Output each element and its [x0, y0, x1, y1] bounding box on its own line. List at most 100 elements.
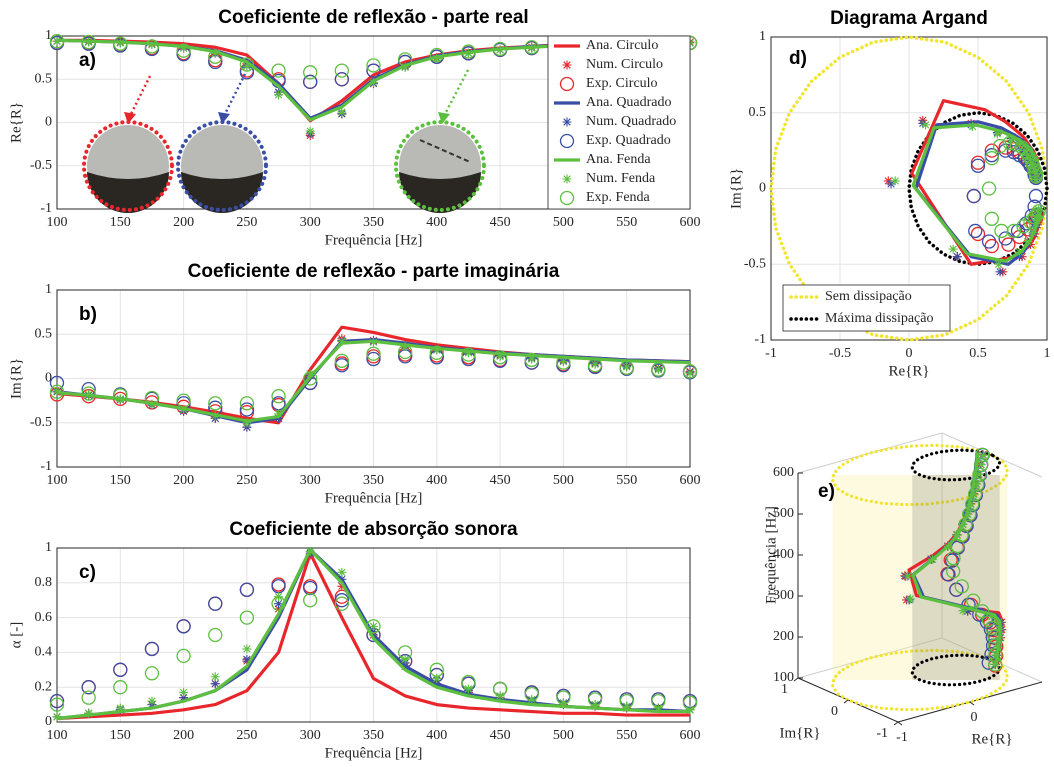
circle-marker: [964, 497, 980, 512]
circle-marker: [1028, 166, 1044, 181]
circle-marker: [366, 619, 381, 634]
reference-circle: [907, 110, 1049, 267]
legend-label: Num. Quadrado: [586, 114, 676, 129]
circle-marker: [81, 680, 96, 695]
x-tick-label: 600: [680, 728, 701, 743]
circle-marker: [1023, 214, 1038, 229]
circle-marker: [556, 355, 571, 370]
y-tick-label: 1: [45, 28, 52, 43]
x-tick-label: 150: [110, 728, 131, 743]
asterisk-marker: [369, 627, 378, 637]
circle-marker: [988, 657, 1003, 672]
panel-label: e): [818, 481, 835, 502]
chart-title: Coeficiente de absorção sonora: [229, 519, 518, 540]
circle-marker: [1027, 210, 1042, 225]
circle-marker: [303, 65, 318, 80]
legend-label: Sem dissipação: [825, 289, 912, 304]
asterisk-marker: [52, 36, 62, 46]
x-axis-label: Frequência [Hz]: [325, 232, 423, 248]
circle-marker: [492, 681, 508, 697]
circle-marker: [49, 384, 65, 399]
asterisk-marker: [400, 342, 410, 352]
asterisk-marker: [918, 118, 928, 128]
circle-marker: [962, 507, 977, 522]
legend-label: Exp. Circulo: [586, 76, 658, 91]
circle-marker: [984, 143, 999, 158]
x-tick-label: 150: [110, 473, 131, 488]
circle-marker: [945, 553, 960, 568]
asterisk-marker: [369, 621, 378, 631]
circle-marker: [524, 687, 539, 702]
circle-marker: [970, 477, 985, 492]
circle-marker: [334, 596, 350, 611]
y-tick-label: 0: [831, 704, 838, 719]
panel-label: b): [79, 304, 97, 325]
asterisk-marker: [1031, 168, 1041, 178]
asterisk-marker: [969, 489, 979, 499]
circle-marker: [144, 390, 160, 406]
asterisk-marker: [1034, 205, 1044, 215]
x-tick-label: 450: [490, 728, 511, 743]
asterisk-marker: [210, 48, 220, 58]
cylinder-rim: [910, 653, 1002, 687]
circle-marker: [208, 396, 223, 411]
y-tick-label: 0.5: [749, 105, 767, 120]
circle-marker: [1028, 188, 1044, 204]
circle-marker: [176, 393, 191, 408]
circle-marker: [113, 662, 128, 677]
asterisk-marker: [622, 701, 632, 711]
asterisk-marker: [1006, 135, 1016, 145]
y-tick-label: -1: [754, 332, 766, 347]
x-axis-label: Frequência [Hz]: [325, 490, 423, 506]
line: [56, 548, 690, 721]
asterisk-marker: [527, 694, 537, 704]
asterisk-marker: [992, 129, 1002, 139]
circle-marker: [559, 190, 575, 206]
x-tick-label: 350: [363, 473, 384, 488]
asterisk-marker: [1014, 252, 1024, 262]
y-tick-label: 0.8: [35, 575, 53, 590]
circle-marker: [968, 223, 983, 239]
x-axis-label: Frequência [Hz]: [325, 745, 423, 761]
circle-marker: [966, 593, 981, 608]
circle-marker: [144, 641, 160, 657]
circle-marker: [239, 396, 255, 411]
y-tick: [843, 699, 849, 704]
x-tick: [897, 721, 903, 726]
x-tick: [969, 701, 975, 706]
circle-marker: [965, 497, 981, 513]
x-tick-label: 400: [426, 473, 447, 488]
circle-marker: [334, 593, 350, 608]
asterisk-marker: [147, 696, 157, 706]
asterisk-marker: [52, 712, 62, 722]
circle-marker: [963, 508, 978, 523]
asterisk-marker: [978, 450, 988, 460]
x-tick-label: 250: [236, 728, 257, 743]
circle-marker: [987, 629, 1002, 644]
circle-marker: [998, 140, 1013, 155]
y-tick-label: 1: [45, 282, 52, 297]
asterisk-marker: [905, 594, 915, 604]
asterisk-marker: [84, 37, 94, 47]
y-tick-label: 1: [45, 540, 52, 555]
asterisk-marker: [432, 674, 442, 683]
circle-marker: [81, 690, 96, 705]
circle-marker: [461, 674, 476, 690]
circle-marker: [651, 693, 666, 709]
asterisk-marker: [1032, 211, 1042, 221]
circle-marker: [334, 72, 350, 87]
circle-marker: [429, 47, 444, 63]
circle-marker: [1016, 219, 1031, 234]
circle-marker: [208, 49, 223, 64]
y-tick-label: 0.2: [35, 679, 53, 694]
legend-box: [782, 284, 951, 332]
circle-marker: [970, 155, 986, 170]
reference-circle: [769, 35, 1049, 342]
circle-marker: [303, 74, 318, 89]
circle-marker: [998, 143, 1013, 158]
y-tick-label: 0: [45, 371, 52, 386]
circle-marker: [492, 350, 508, 365]
panel-label: c): [79, 562, 96, 583]
asterisk-marker: [400, 62, 410, 72]
